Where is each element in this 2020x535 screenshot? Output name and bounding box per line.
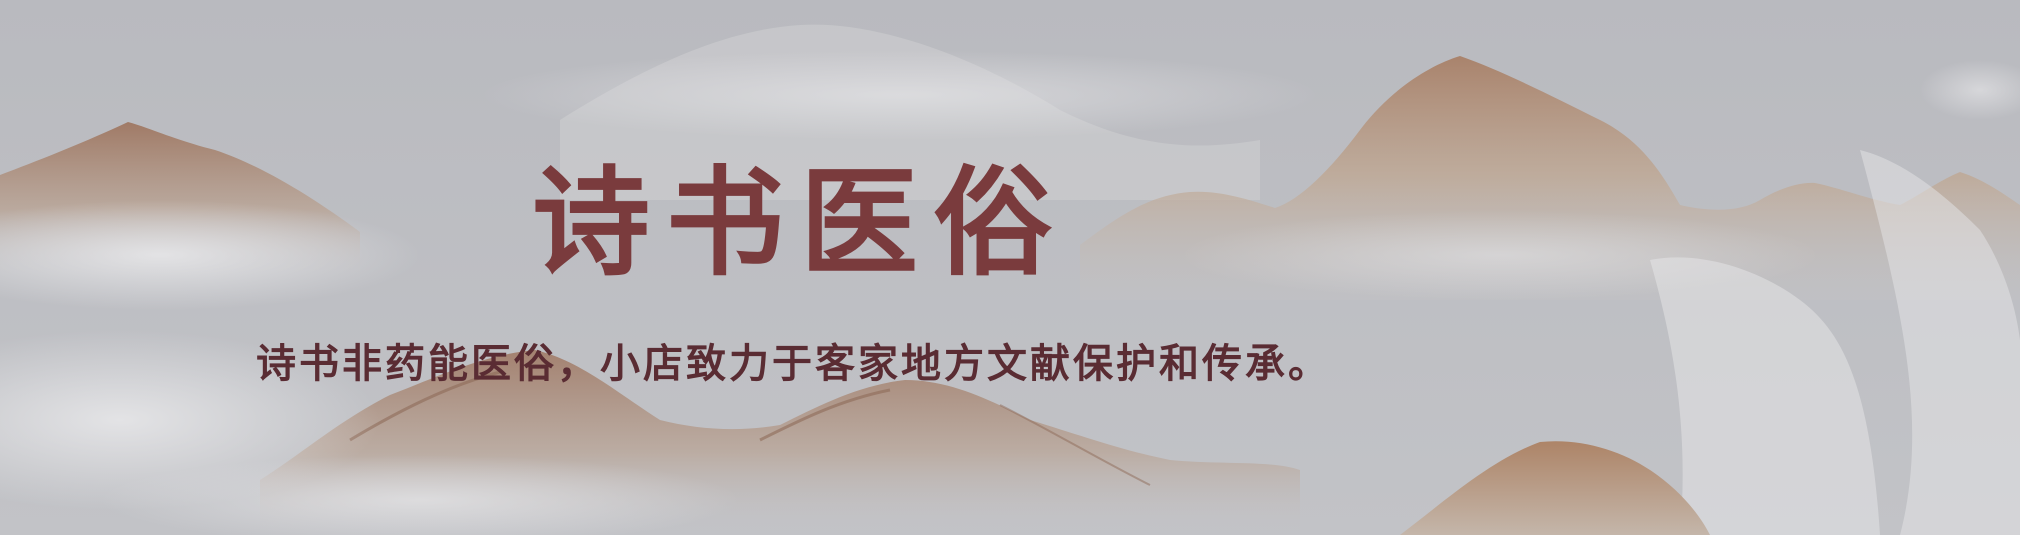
shop-title: 诗书医俗 — [532, 153, 1069, 292]
shop-tagline: 诗书非药能医俗，小店致力于客家地方文献保护和传承。 — [256, 340, 1331, 387]
